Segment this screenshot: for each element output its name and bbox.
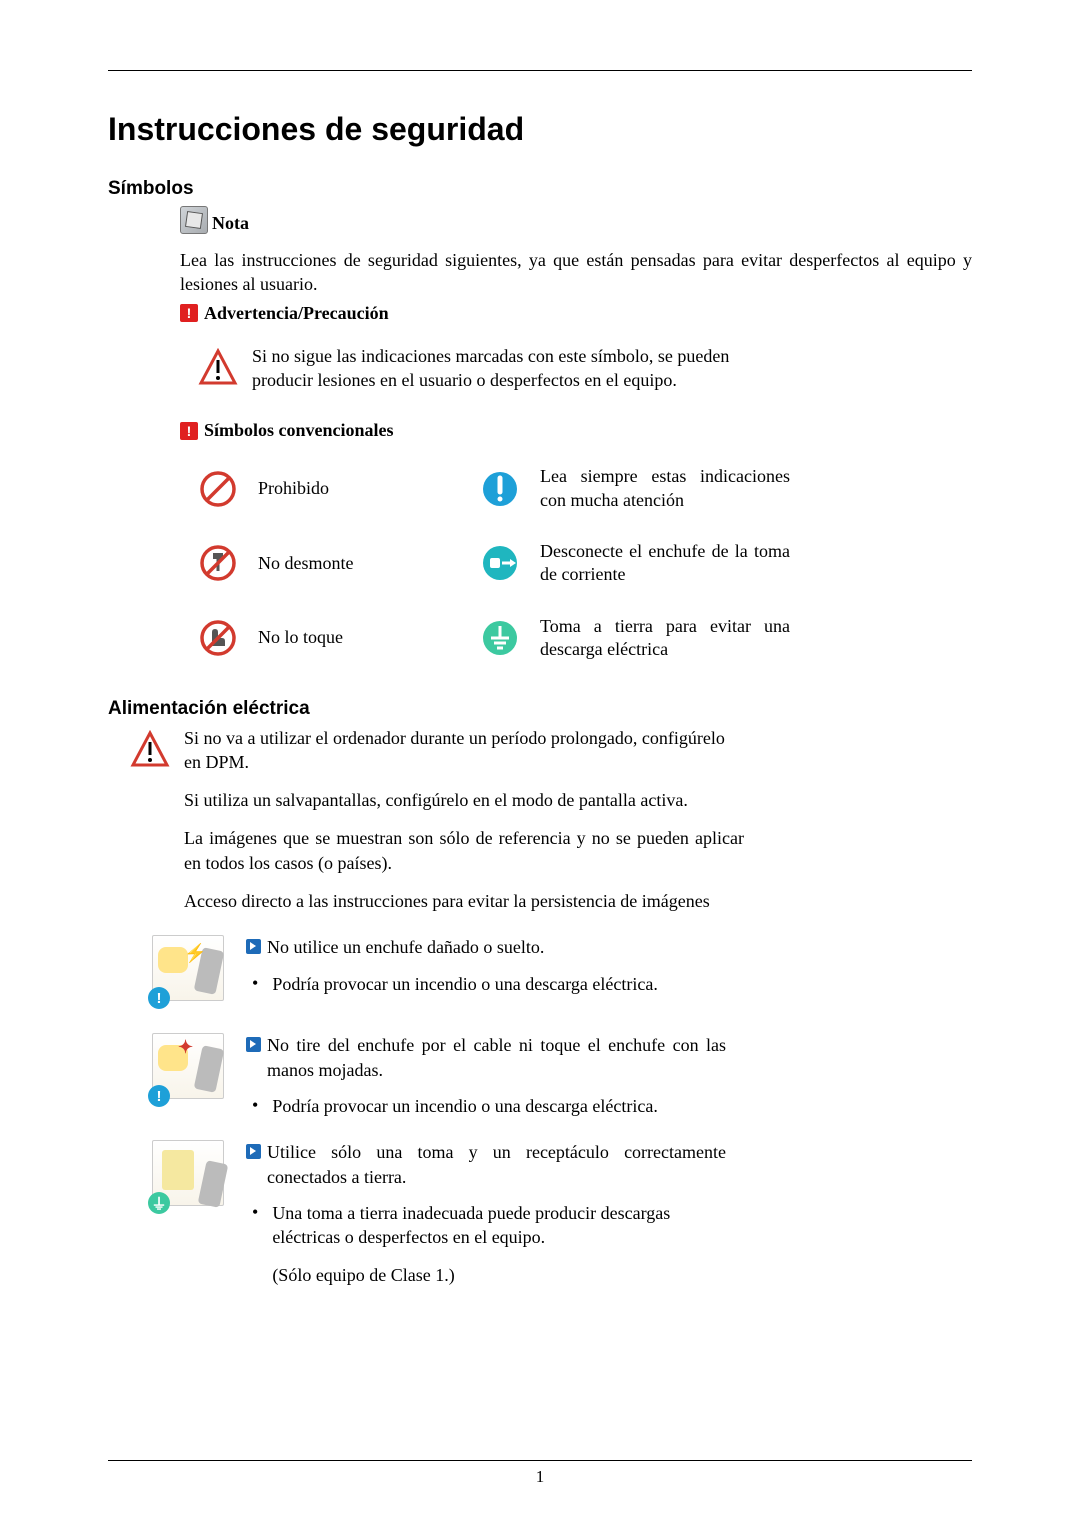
illustration-damaged-plug: ⚡ ! [148, 935, 228, 1011]
caution-triangle-icon [130, 730, 170, 770]
instruction-lead: No tire del enchufe por el cable ni toqu… [267, 1033, 726, 1082]
warning-icon [180, 304, 198, 322]
ground-icon [480, 618, 520, 658]
note-icon [180, 206, 208, 234]
section-power-heading: Alimentación eléctrica [108, 698, 972, 720]
power-warning-row: Si no va a utilizar el ordenador durante… [130, 726, 972, 775]
unplug-icon [480, 543, 520, 583]
warning-block: Si no sigue las indicaciones marcadas co… [198, 344, 972, 393]
bullet-dot: • [252, 972, 258, 996]
bullet-dot: • [252, 1201, 258, 1250]
instruction-lead: Utilice sólo una toma y un receptáculo c… [267, 1140, 726, 1189]
bullet-arrow-icon [246, 1144, 261, 1159]
page-title: Instrucciones de seguridad [108, 111, 972, 148]
instruction-text: No utilice un enchufe dañado o suelto. •… [246, 935, 726, 1011]
bullet-arrow-icon [246, 939, 261, 954]
bullet-arrow-icon [246, 1037, 261, 1052]
bullet-text: (Sólo equipo de Clase 1.) [272, 1263, 454, 1287]
warning-heading: Advertencia/Precaución [204, 303, 389, 324]
prohibited-icon [198, 469, 238, 509]
symbol-label: Toma a tierra para evitar una descarga e… [540, 615, 790, 662]
symbol-label: No lo toque [258, 626, 468, 649]
symbol-label: Desconecte el enchufe de la toma de corr… [540, 540, 790, 587]
footer-rule [108, 1460, 972, 1461]
note-label: Nota [212, 213, 249, 234]
power-intro3: La imágenes que se muestran son sólo de … [184, 826, 744, 875]
note-row: Nota [180, 206, 972, 234]
page: Instrucciones de seguridad Símbolos Nota… [0, 0, 1080, 1527]
section-symbols-heading: Símbolos [108, 178, 972, 200]
no-disassemble-icon [198, 543, 238, 583]
conventional-heading-row: Símbolos convencionales [180, 420, 972, 441]
caution-triangle-icon [198, 348, 238, 388]
power-intro1: Si no va a utilizar el ordenador durante… [184, 726, 744, 775]
power-content: Si no va a utilizar el ordenador durante… [130, 726, 972, 1288]
instruction-lead: No utilice un enchufe dañado o suelto. [267, 935, 544, 959]
instruction-text: Utilice sólo una toma y un receptáculo c… [246, 1140, 726, 1287]
page-footer: 1 [108, 1460, 972, 1487]
power-intro4: Acceso directo a las instrucciones para … [184, 889, 744, 913]
symbol-label: Lea siempre estas indicaciones con mucha… [540, 465, 790, 512]
power-intro2: Si utiliza un salvapantallas, configúrel… [184, 788, 744, 812]
page-number: 1 [536, 1467, 545, 1486]
illustration-grounded-outlet: ⏚ [148, 1140, 228, 1216]
bullet-dot: • [252, 1094, 258, 1118]
warning-text: Si no sigue las indicaciones marcadas co… [252, 344, 782, 393]
bullet-text: Una toma a tierra inadecuada puede produ… [272, 1201, 726, 1250]
symbol-label: Prohibido [258, 477, 468, 500]
instruction-row: ⚡ ! No utilice un enchufe dañado o suelt… [148, 935, 972, 1011]
symbols-grid: Prohibido Lea siempre estas indicaciones… [198, 465, 972, 661]
instruction-text: No tire del enchufe por el cable ni toqu… [246, 1033, 726, 1118]
attention-icon [480, 469, 520, 509]
illustration-wet-hands: ✦ ! [148, 1033, 228, 1109]
bullet-text: Podría provocar un incendio o una descar… [272, 1094, 658, 1118]
warning-heading-row: Advertencia/Precaución [180, 303, 972, 324]
instruction-row: ⏚ Utilice sólo una toma y un receptáculo… [148, 1140, 972, 1287]
symbols-content: Nota Lea las instrucciones de seguridad … [180, 206, 972, 662]
top-rule [108, 70, 972, 71]
conventional-heading: Símbolos convencionales [204, 420, 394, 441]
warning-icon [180, 422, 198, 440]
instruction-row: ✦ ! No tire del enchufe por el cable ni … [148, 1033, 972, 1118]
bullet-text: Podría provocar un incendio o una descar… [272, 972, 658, 996]
symbol-label: No desmonte [258, 552, 468, 575]
no-touch-icon [198, 618, 238, 658]
intro-text: Lea las instrucciones de seguridad sigui… [180, 248, 972, 297]
